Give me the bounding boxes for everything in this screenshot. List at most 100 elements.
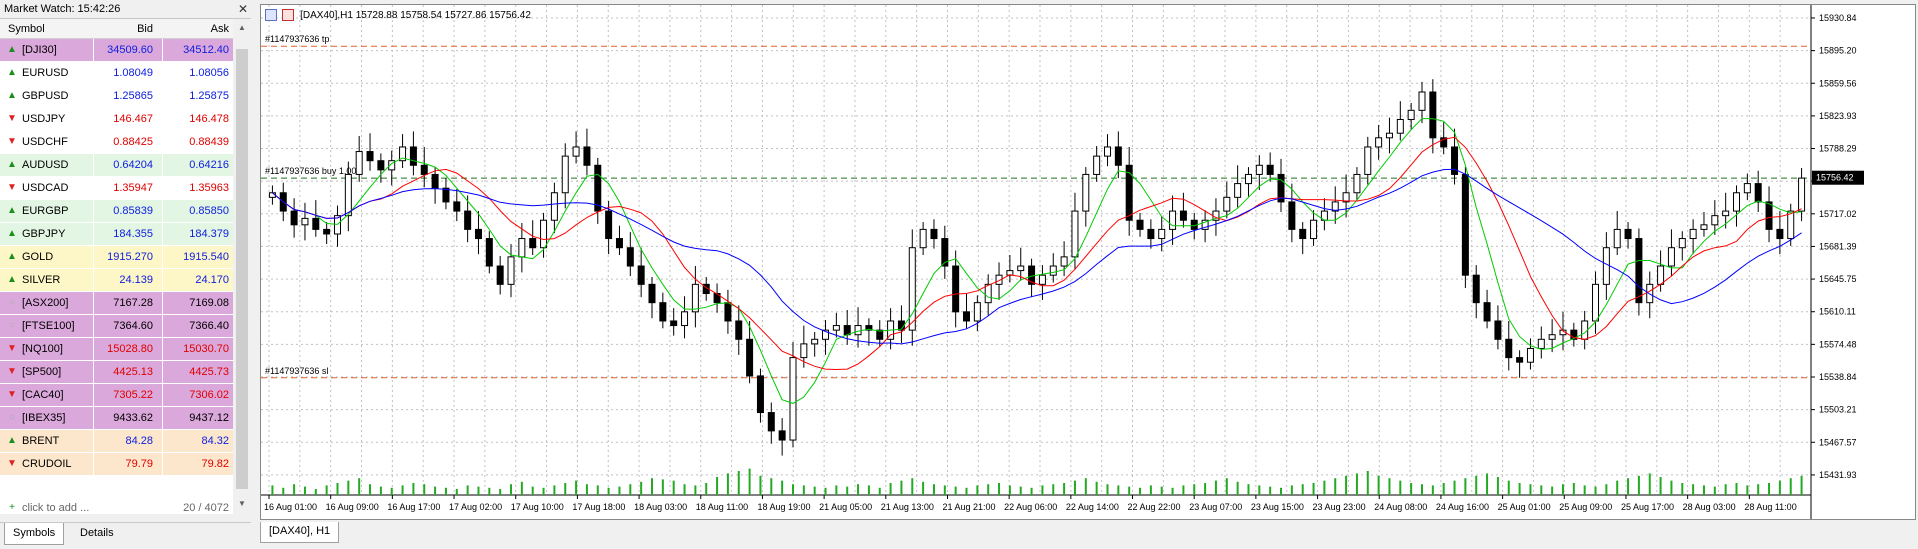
candle-bear (453, 201, 461, 212)
symbol-name: GBPJPY (22, 228, 66, 240)
symbol-name: EURUSD (22, 67, 69, 79)
symbol-row-usdjpy[interactable]: ▼ USDJPY 146.467 146.478 (0, 108, 233, 131)
candle-bull (1364, 146, 1372, 175)
candle-bear (464, 210, 472, 230)
symbol-row-silver[interactable]: ▲ SILVER 24.139 24.170 (0, 269, 233, 292)
tab-details[interactable]: Details (80, 527, 114, 539)
chart-area[interactable]: 15930.84 15895.20 15859.56 15823.93 15788.29… (260, 4, 1916, 520)
candle-bull (1602, 247, 1610, 285)
candle-bull (1548, 334, 1556, 340)
column-header-symbol[interactable]: Symbol (8, 23, 45, 35)
symbol-row-gold[interactable]: ▲ GOLD 1915.270 1915.540 (0, 246, 233, 269)
symbol-row-ibex35[interactable]: ○ [IBEX35] 9433.62 9437.12 (0, 407, 233, 430)
tab-symbols[interactable]: Symbols (4, 523, 65, 545)
column-header-bid[interactable]: Bid (137, 23, 153, 35)
candle-bull (1407, 109, 1415, 120)
symbol-row-cac40[interactable]: ▼ [CAC40] 7305.22 7306.02 (0, 384, 233, 407)
candle-bear (1765, 201, 1773, 230)
candlestick-chart[interactable]: 15930.84 15895.20 15859.56 15823.93 15788.29… (261, 5, 1915, 519)
candle-bull (789, 357, 797, 441)
x-tick-label: 25 Aug 17:00 (1621, 502, 1674, 512)
symbol-row-asx200[interactable]: ○ [ASX200] 7167.28 7169.08 (0, 292, 233, 315)
symbol-name: [SP500] (22, 366, 62, 378)
candle-bear (648, 283, 656, 304)
market-watch-scrollbar[interactable]: ▲ ▼ (233, 19, 251, 514)
candle-bull (1158, 228, 1166, 240)
arrow-down-icon: ▼ (7, 113, 17, 124)
x-tick-label: 22 Aug 14:00 (1066, 502, 1119, 512)
symbol-name: BRENT (22, 435, 60, 447)
symbol-name: USDJPY (22, 113, 66, 125)
symbol-name: [ASX200] (22, 297, 69, 309)
symbol-row-crudoil[interactable]: ▼ CRUDOIL 79.79 79.82 (0, 453, 233, 476)
scroll-thumb[interactable] (236, 49, 248, 489)
candle-bull (854, 325, 862, 336)
arrow-down-icon: ▼ (7, 366, 17, 377)
candle-bull (1375, 137, 1383, 148)
bid-price: 1.25865 (113, 90, 153, 102)
symbol-row-dji30[interactable]: ▲ [DJI30] 34509.60 34512.40 (0, 39, 233, 62)
candle-bear (637, 265, 645, 285)
symbol-row-eurusd[interactable]: ▲ EURUSD 1.08049 1.08056 (0, 62, 233, 85)
tab-chart-dax40[interactable]: [DAX40], H1 (260, 522, 340, 543)
one-click-trading-icon[interactable] (282, 9, 295, 22)
market-watch-titlebar: Market Watch: 15:42:26 ✕ (0, 0, 251, 19)
symbol-row-eurgbp[interactable]: ▲ EURGBP 0.85839 0.85850 (0, 200, 233, 223)
symbol-name: GBPUSD (22, 90, 69, 102)
candle-bear (724, 302, 732, 322)
candle-bull (1038, 274, 1046, 285)
plus-icon: + (9, 502, 15, 513)
symbol-row-nq100[interactable]: ▼ [NQ100] 15028.80 15030.70 (0, 338, 233, 361)
ma-fast-line (272, 118, 1802, 404)
x-tick-label: 24 Aug 16:00 (1436, 502, 1489, 512)
candle-bear (442, 187, 450, 203)
candle-bull (561, 155, 569, 194)
ask-price: 79.82 (201, 458, 229, 470)
symbol-row-usdchf[interactable]: ▼ USDCHF 0.88425 0.88439 (0, 131, 233, 154)
candle-bull (1234, 183, 1242, 198)
symbol-row-sp500[interactable]: ▼ [SP500] 4425.13 4425.73 (0, 361, 233, 384)
arrow-up-icon: ▲ (7, 205, 17, 216)
bid-price: 184.355 (113, 228, 153, 240)
bid-price: 1.35947 (113, 182, 153, 194)
candle-bull (908, 247, 916, 331)
scroll-up-icon[interactable]: ▲ (238, 23, 246, 32)
arrow-down-icon: ▼ (7, 182, 17, 193)
trade-level-label: #1147937636 tp (265, 34, 329, 44)
candle-bear (1483, 302, 1491, 322)
symbol-row-brent[interactable]: ▲ BRENT 84.28 84.32 (0, 430, 233, 453)
candle-bull (1093, 155, 1101, 175)
add-symbol-label[interactable]: click to add ... (22, 502, 90, 514)
candle-bull (1733, 192, 1741, 212)
chart-window: 15930.84 15895.20 15859.56 15823.93 15788.29… (256, 0, 1918, 548)
ask-price: 1.35963 (189, 182, 229, 194)
symbol-row-gbpusd[interactable]: ▲ GBPUSD 1.25865 1.25875 (0, 85, 233, 108)
candle-bear (594, 164, 602, 212)
closed-market-icon: ○ (8, 297, 16, 308)
close-icon[interactable]: ✕ (237, 2, 249, 16)
candle-bear (1179, 210, 1187, 221)
symbol-count: 20 / 4072 (183, 502, 229, 514)
candle-bear (941, 238, 949, 267)
symbol-row-audusd[interactable]: ▲ AUDUSD 0.64204 0.64216 (0, 154, 233, 177)
candle-bear (1461, 173, 1469, 276)
symbol-row-gbpjpy[interactable]: ▲ GBPJPY 184.355 184.379 (0, 223, 233, 246)
x-tick-label: 18 Aug 03:00 (634, 502, 687, 512)
column-header-ask[interactable]: Ask (210, 23, 229, 35)
arrow-up-icon: ▲ (7, 159, 17, 170)
ask-price: 0.88439 (189, 136, 229, 148)
add-symbol-row[interactable]: + click to add ... 20 / 4072 (0, 497, 233, 514)
candle-bull (1700, 224, 1708, 230)
candle-bull (995, 274, 1003, 285)
symbol-name: [CAC40] (22, 389, 64, 401)
candle-bear (1624, 228, 1632, 240)
ask-price: 0.64216 (189, 159, 229, 171)
scroll-down-icon[interactable]: ▼ (238, 499, 246, 508)
candle-bull (1526, 347, 1534, 363)
symbol-row-usdcad[interactable]: ▼ USDCAD 1.35947 1.35963 (0, 177, 233, 200)
x-tick-label: 18 Aug 19:00 (757, 502, 810, 512)
symbol-name: SILVER (22, 274, 61, 286)
bid-price: 0.64204 (113, 159, 153, 171)
symbol-row-ftse100[interactable]: ○ [FTSE100] 7364.60 7366.40 (0, 315, 233, 338)
ask-price: 1.08056 (189, 67, 229, 79)
